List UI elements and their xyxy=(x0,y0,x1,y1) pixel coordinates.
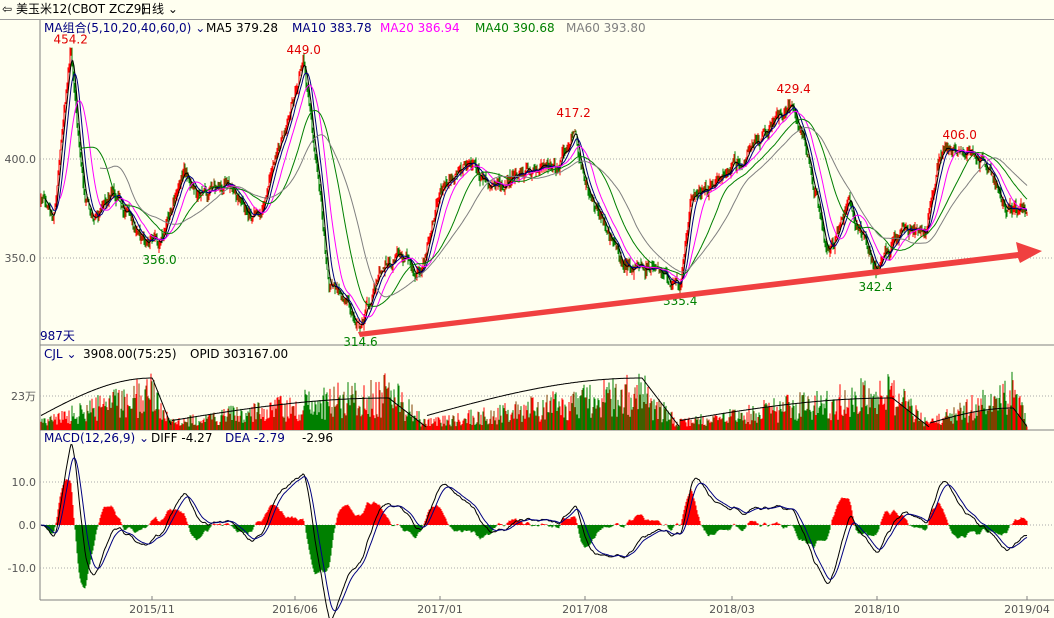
price-annotations: 454.2449.0417.2429.4406.0356.0314.6335.4… xyxy=(54,33,977,349)
y-tick-label: 350.0 xyxy=(5,252,37,265)
high-price-label: 449.0 xyxy=(287,43,321,57)
volume-legend: CJL ⌄ 3908.00(75:25) OPID 303167.00 xyxy=(44,347,288,361)
x-tick-label: 2018/10 xyxy=(854,603,900,616)
period-label: 日线 xyxy=(140,2,165,16)
volume-bars xyxy=(40,371,1028,430)
x-tick-label: 2015/11 xyxy=(129,603,175,616)
y-tick-label: 10.0 xyxy=(12,476,37,489)
low-price-label: 356.0 xyxy=(142,253,176,267)
ma10-value: MA10 383.78 xyxy=(292,21,372,35)
diff-value: DIFF -4.27 xyxy=(151,431,212,445)
open-interest-line xyxy=(929,407,1028,427)
open-interest-line xyxy=(40,377,172,426)
diff-line xyxy=(40,443,1028,618)
chevron-down-icon[interactable]: ⌄ xyxy=(66,347,76,361)
trend-arrow-icon xyxy=(358,242,1042,337)
open-interest-line xyxy=(679,397,930,428)
main-legend: MA组合(5,10,20,40,60,0) ⌄ MA5 379.28 MA10 … xyxy=(44,20,646,35)
ma-combo-selector[interactable]: MA组合(5,10,20,40,60,0) xyxy=(44,20,191,35)
high-price-label: 429.4 xyxy=(776,82,810,96)
dea-line xyxy=(40,457,1028,612)
x-axis-ticks: 2015/11 2016/06 2017/01 2017/08 2018/03 2018/… xyxy=(129,596,1050,616)
ma20-value: MA20 386.94 xyxy=(380,21,460,35)
x-tick-label: 2016/06 xyxy=(272,603,318,616)
instrument-name[interactable]: 美玉米12(CBOT ZCZ9) xyxy=(16,2,147,16)
high-price-label: 417.2 xyxy=(556,106,590,120)
bar-count: 987天 xyxy=(40,329,75,343)
y-tick-label: 23万 xyxy=(11,390,36,403)
y-tick-label: 0.0 xyxy=(19,519,37,532)
open-interest-line xyxy=(171,397,427,428)
open-interest-line xyxy=(40,377,1028,428)
title-bar: ⇦ 美玉米12(CBOT ZCZ9) 日线 ⌄ xyxy=(0,0,1054,20)
period-selector[interactable]: 日线 ⌄ xyxy=(140,0,178,19)
ma60-line xyxy=(99,126,1028,298)
ma60-value: MA60 393.80 xyxy=(566,21,646,35)
cjl-selector[interactable]: CJL xyxy=(44,347,63,361)
ma40-line xyxy=(79,110,1028,307)
high-price-label: 454.2 xyxy=(54,33,88,47)
chevron-down-icon[interactable]: ⌄ xyxy=(139,431,149,445)
chevron-down-icon[interactable]: ⌄ xyxy=(195,21,205,35)
ma20-line xyxy=(59,84,1027,318)
macd-legend: MACD(12,26,9) ⌄ DIFF -4.27 DEA -2.79 -2.… xyxy=(44,431,333,445)
x-tick-label: 2017/08 xyxy=(562,603,608,616)
open-interest-line xyxy=(426,377,680,427)
ma40-value: MA40 390.68 xyxy=(475,21,555,35)
dea-value: DEA -2.79 xyxy=(225,431,285,445)
macd-histogram xyxy=(40,443,1028,618)
opid-value: OPID 303167.00 xyxy=(190,347,288,361)
y-tick-label: 400.0 xyxy=(5,153,37,166)
y-tick-label: -10.0 xyxy=(8,562,36,575)
high-price-label: 406.0 xyxy=(942,128,976,142)
ma5-value: MA5 379.28 xyxy=(206,21,278,35)
moving-averages xyxy=(44,59,1028,326)
x-tick-label: 2018/03 xyxy=(709,603,755,616)
chevron-down-icon: ⌄ xyxy=(167,2,178,16)
x-tick-label: 2019/04 xyxy=(1004,603,1050,616)
volume-value: 3908.00(75:25) xyxy=(83,347,177,361)
low-price-label: 342.4 xyxy=(858,280,892,294)
macd-selector[interactable]: MACD(12,26,9) xyxy=(44,431,135,445)
x-tick-label: 2017/01 xyxy=(417,603,463,616)
macd-value: -2.96 xyxy=(302,431,333,445)
up-trend-arrow xyxy=(358,242,1042,337)
low-price-label: 314.6 xyxy=(343,335,377,349)
back-arrow-icon[interactable]: ⇦ xyxy=(2,2,13,16)
